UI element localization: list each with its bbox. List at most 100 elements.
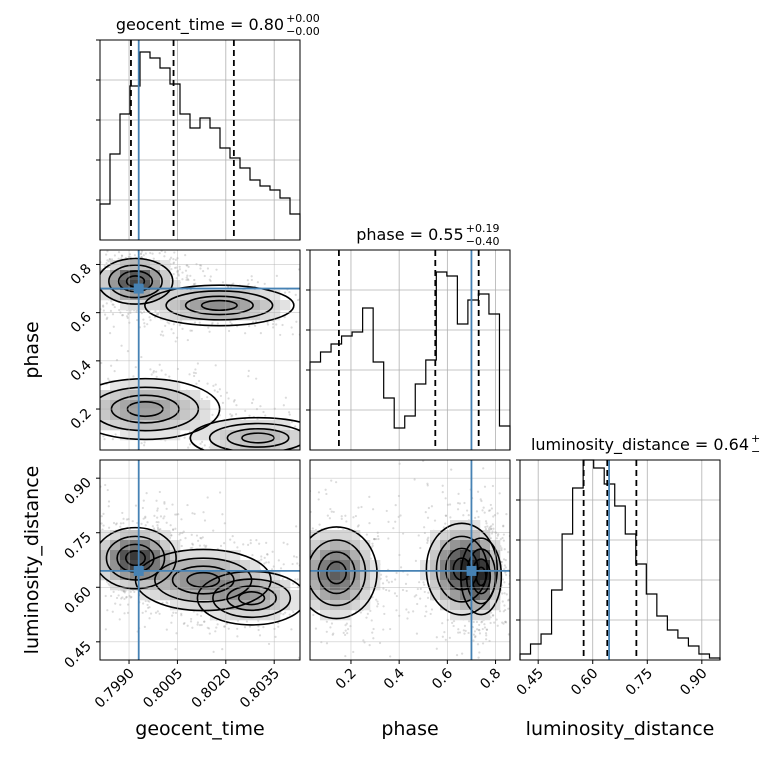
sample-point [233,541,236,544]
density-cell [190,560,201,571]
density-cell [470,520,481,531]
sample-point [155,243,157,245]
sample-point [120,344,123,347]
sample-point [204,546,207,549]
sample-point [296,298,300,302]
sample-point [503,604,506,607]
sample-point [136,318,139,322]
sample-point [122,590,125,593]
sample-point [266,453,268,455]
sample-point [488,639,491,643]
sample-point [365,616,368,619]
sample-point [368,522,371,525]
density-cell [120,390,131,401]
sample-point [491,523,494,526]
sample-point [227,397,230,400]
sample-point [246,279,249,282]
sample-point [284,456,286,458]
sample-point [502,539,505,542]
sample-point [356,525,360,528]
density-cell [250,610,261,621]
sample-point [503,548,506,551]
sample-point [120,254,124,257]
density-cell [210,420,221,431]
sample-point [86,579,88,581]
sample-point [424,511,427,514]
sample-point [214,364,217,367]
sample-point [198,321,201,324]
sample-point [81,562,83,564]
sample-point [178,324,181,327]
density-cell [100,530,111,541]
sample-point [332,632,335,635]
sample-point [500,560,504,564]
sample-point [264,414,267,417]
sample-point [294,425,297,428]
density-cell [210,590,221,601]
sample-point [164,324,167,327]
sample-point [199,264,203,267]
sample-point [267,642,271,646]
sample-point [158,363,161,366]
sample-point [203,620,206,623]
sample-point [172,323,175,326]
sample-point [228,458,230,460]
sample-point [452,619,456,623]
sample-point [496,512,499,515]
sample-point [244,409,247,412]
sample-point [109,309,113,312]
sample-point [107,260,110,263]
sample-point [106,488,109,492]
contour-line [208,422,300,450]
sample-point [125,596,128,599]
density-cell [150,270,161,281]
sample-point [472,639,475,642]
sample-point [304,616,306,618]
sample-point [63,573,65,575]
sample-point [206,382,209,385]
sample-point [301,564,303,566]
sample-point [173,266,177,269]
density-cell [110,390,121,401]
sample-point [133,452,135,454]
sample-point [93,564,95,566]
sample-point [92,280,94,282]
density-cell [230,440,241,450]
sample-point [87,404,89,406]
density-cell [250,600,261,611]
sample-point [90,257,92,259]
sample-point [87,400,89,402]
density-cell [130,420,141,431]
density-cell [260,580,271,591]
sample-point [448,503,452,506]
density-cell [100,410,111,421]
sample-point [234,413,238,416]
sample-point [306,570,308,572]
contour-line [475,566,487,587]
density-cell [240,440,251,450]
sample-point [48,382,50,384]
density-cell [150,560,161,571]
density-cell [250,430,261,441]
sample-point [250,278,253,282]
density-cell [180,570,191,581]
y-tick-label: 0.75 [61,529,94,562]
sample-point [296,578,299,581]
sample-point [188,443,192,446]
sample-point [304,313,306,315]
density-cell [150,380,161,391]
density-cell [320,550,331,561]
density-cell [190,390,201,401]
density-cell [250,440,261,450]
density-cell [170,380,181,391]
density-cell [190,570,201,581]
contour-line [189,416,300,450]
density-cell [100,420,111,431]
sample-point [141,506,144,510]
density-cell [120,580,131,591]
sample-point [93,297,95,299]
sample-point [183,621,186,625]
sample-point [495,618,498,621]
density-cell [460,540,471,551]
density-cell [470,580,481,591]
